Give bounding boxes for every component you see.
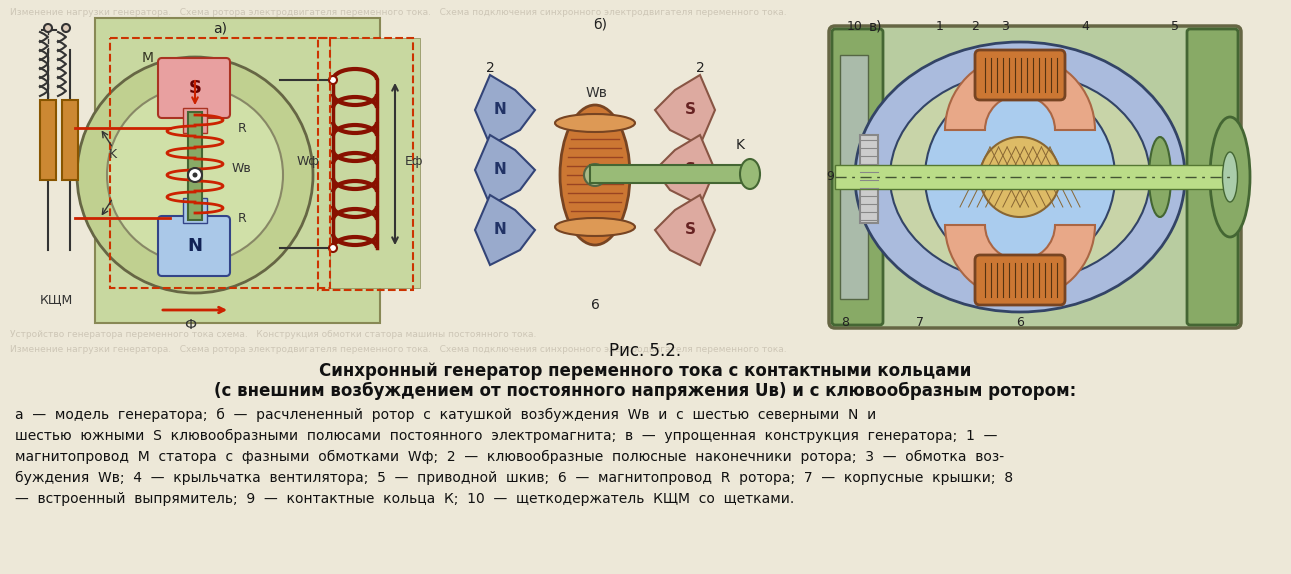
Polygon shape xyxy=(475,75,534,145)
FancyBboxPatch shape xyxy=(1186,29,1238,325)
Circle shape xyxy=(107,87,283,263)
Bar xyxy=(835,165,1235,189)
Text: 2: 2 xyxy=(485,61,494,75)
Wedge shape xyxy=(945,55,1095,130)
Text: N: N xyxy=(493,223,506,238)
Text: 8: 8 xyxy=(840,316,849,328)
Polygon shape xyxy=(655,195,715,265)
Bar xyxy=(840,55,868,299)
Wedge shape xyxy=(945,225,1095,300)
Text: N: N xyxy=(493,103,506,118)
Text: а): а) xyxy=(213,22,227,36)
Text: Рис. 5.2.: Рис. 5.2. xyxy=(609,342,682,360)
Text: S: S xyxy=(684,223,696,238)
Ellipse shape xyxy=(1223,152,1238,202)
Circle shape xyxy=(329,244,337,252)
FancyBboxPatch shape xyxy=(829,26,1241,328)
Text: 2: 2 xyxy=(696,61,705,75)
Text: R: R xyxy=(238,122,247,134)
Text: 6: 6 xyxy=(1016,316,1024,328)
Text: КЩМ: КЩМ xyxy=(39,293,72,307)
Text: Изменение нагрузки генератора.   Схема ротора электродвигателя переменного тока.: Изменение нагрузки генератора. Схема рот… xyxy=(10,8,786,17)
Text: Синхронный генератор переменного тока с контактными кольцами: Синхронный генератор переменного тока с … xyxy=(319,362,971,380)
Text: S: S xyxy=(188,79,201,97)
Ellipse shape xyxy=(555,114,635,132)
Text: 3: 3 xyxy=(1001,20,1010,33)
Circle shape xyxy=(62,24,70,32)
Wedge shape xyxy=(924,177,1115,272)
Text: Wв: Wв xyxy=(232,161,252,174)
Polygon shape xyxy=(655,75,715,145)
Text: S: S xyxy=(684,103,696,118)
Text: 4: 4 xyxy=(1081,20,1088,33)
Text: Ф: Ф xyxy=(183,318,196,332)
Ellipse shape xyxy=(560,105,630,245)
Text: (с внешним возбуждением от постоянного напряжения Uв) и с клювообразным ротором:: (с внешним возбуждением от постоянного н… xyxy=(214,382,1077,400)
Text: Wв: Wв xyxy=(585,86,607,100)
Polygon shape xyxy=(475,195,534,265)
Text: Eф: Eф xyxy=(405,156,423,169)
Polygon shape xyxy=(475,135,534,205)
FancyBboxPatch shape xyxy=(975,50,1065,100)
FancyBboxPatch shape xyxy=(831,29,883,325)
Circle shape xyxy=(188,168,201,182)
Circle shape xyxy=(329,76,337,84)
Ellipse shape xyxy=(855,42,1185,312)
Wedge shape xyxy=(924,82,1115,177)
Polygon shape xyxy=(655,135,715,205)
Text: K: K xyxy=(736,138,745,152)
Text: 1: 1 xyxy=(936,20,944,33)
Text: Wф: Wф xyxy=(297,156,320,169)
Circle shape xyxy=(192,173,198,177)
Bar xyxy=(96,18,380,323)
Text: K: K xyxy=(108,149,117,161)
Bar xyxy=(40,100,56,180)
Text: N: N xyxy=(493,162,506,177)
FancyBboxPatch shape xyxy=(158,216,230,276)
Text: 10: 10 xyxy=(847,20,862,33)
FancyBboxPatch shape xyxy=(158,58,230,118)
Text: N: N xyxy=(187,237,203,255)
Bar xyxy=(183,108,207,133)
Text: шестью  южными  S  клювообразными  полюсами  постоянного  электромагнита;  в  — : шестью южными S клювообразными полюсами … xyxy=(15,429,998,443)
Ellipse shape xyxy=(889,72,1150,282)
Bar xyxy=(860,135,878,223)
Text: 9: 9 xyxy=(826,170,834,184)
Bar xyxy=(188,112,201,220)
Text: а  —  модель  генератора;  б  —  расчлененный  ротор  с  катушкой  возбуждения  : а — модель генератора; б — расчлененный … xyxy=(15,408,877,422)
Text: 6: 6 xyxy=(590,298,599,312)
Bar xyxy=(590,165,750,183)
Ellipse shape xyxy=(740,159,760,189)
Text: S: S xyxy=(684,162,696,177)
Text: M: M xyxy=(142,51,154,65)
Text: 7: 7 xyxy=(917,316,924,328)
Circle shape xyxy=(44,24,52,32)
Bar xyxy=(62,100,77,180)
FancyBboxPatch shape xyxy=(975,255,1065,305)
Ellipse shape xyxy=(584,164,605,186)
Text: буждения  Wв;  4  —  крыльчатка  вентилятора;  5  —  приводной  шкив;  6  —  маг: буждения Wв; 4 — крыльчатка вентилятора;… xyxy=(15,471,1013,485)
Ellipse shape xyxy=(980,137,1060,217)
Text: 2: 2 xyxy=(971,20,979,33)
Text: в): в) xyxy=(869,20,882,34)
Text: R: R xyxy=(238,211,247,224)
Text: Устройство генератора переменного тока схема.   Конструкция обмотки статора маши: Устройство генератора переменного тока с… xyxy=(10,330,536,339)
Ellipse shape xyxy=(1149,137,1171,217)
Text: 5: 5 xyxy=(1171,20,1179,33)
Text: магнитопровод  М  статора  с  фазными  обмотками  Wф;  2  —  клювообразные  полю: магнитопровод М статора с фазными обмотк… xyxy=(15,450,1004,464)
Bar xyxy=(183,198,207,223)
Text: Изменение нагрузки генератора.   Схема ротора электродвигателя переменного тока.: Изменение нагрузки генератора. Схема рот… xyxy=(10,345,786,354)
Text: б): б) xyxy=(593,18,607,32)
Ellipse shape xyxy=(1210,117,1250,237)
Text: —  встроенный  выпрямитель;  9  —  контактные  кольца  К;  10  —  щеткодержатель: — встроенный выпрямитель; 9 — контактные… xyxy=(15,492,794,506)
Ellipse shape xyxy=(555,218,635,236)
Bar xyxy=(330,38,420,288)
Circle shape xyxy=(77,57,312,293)
